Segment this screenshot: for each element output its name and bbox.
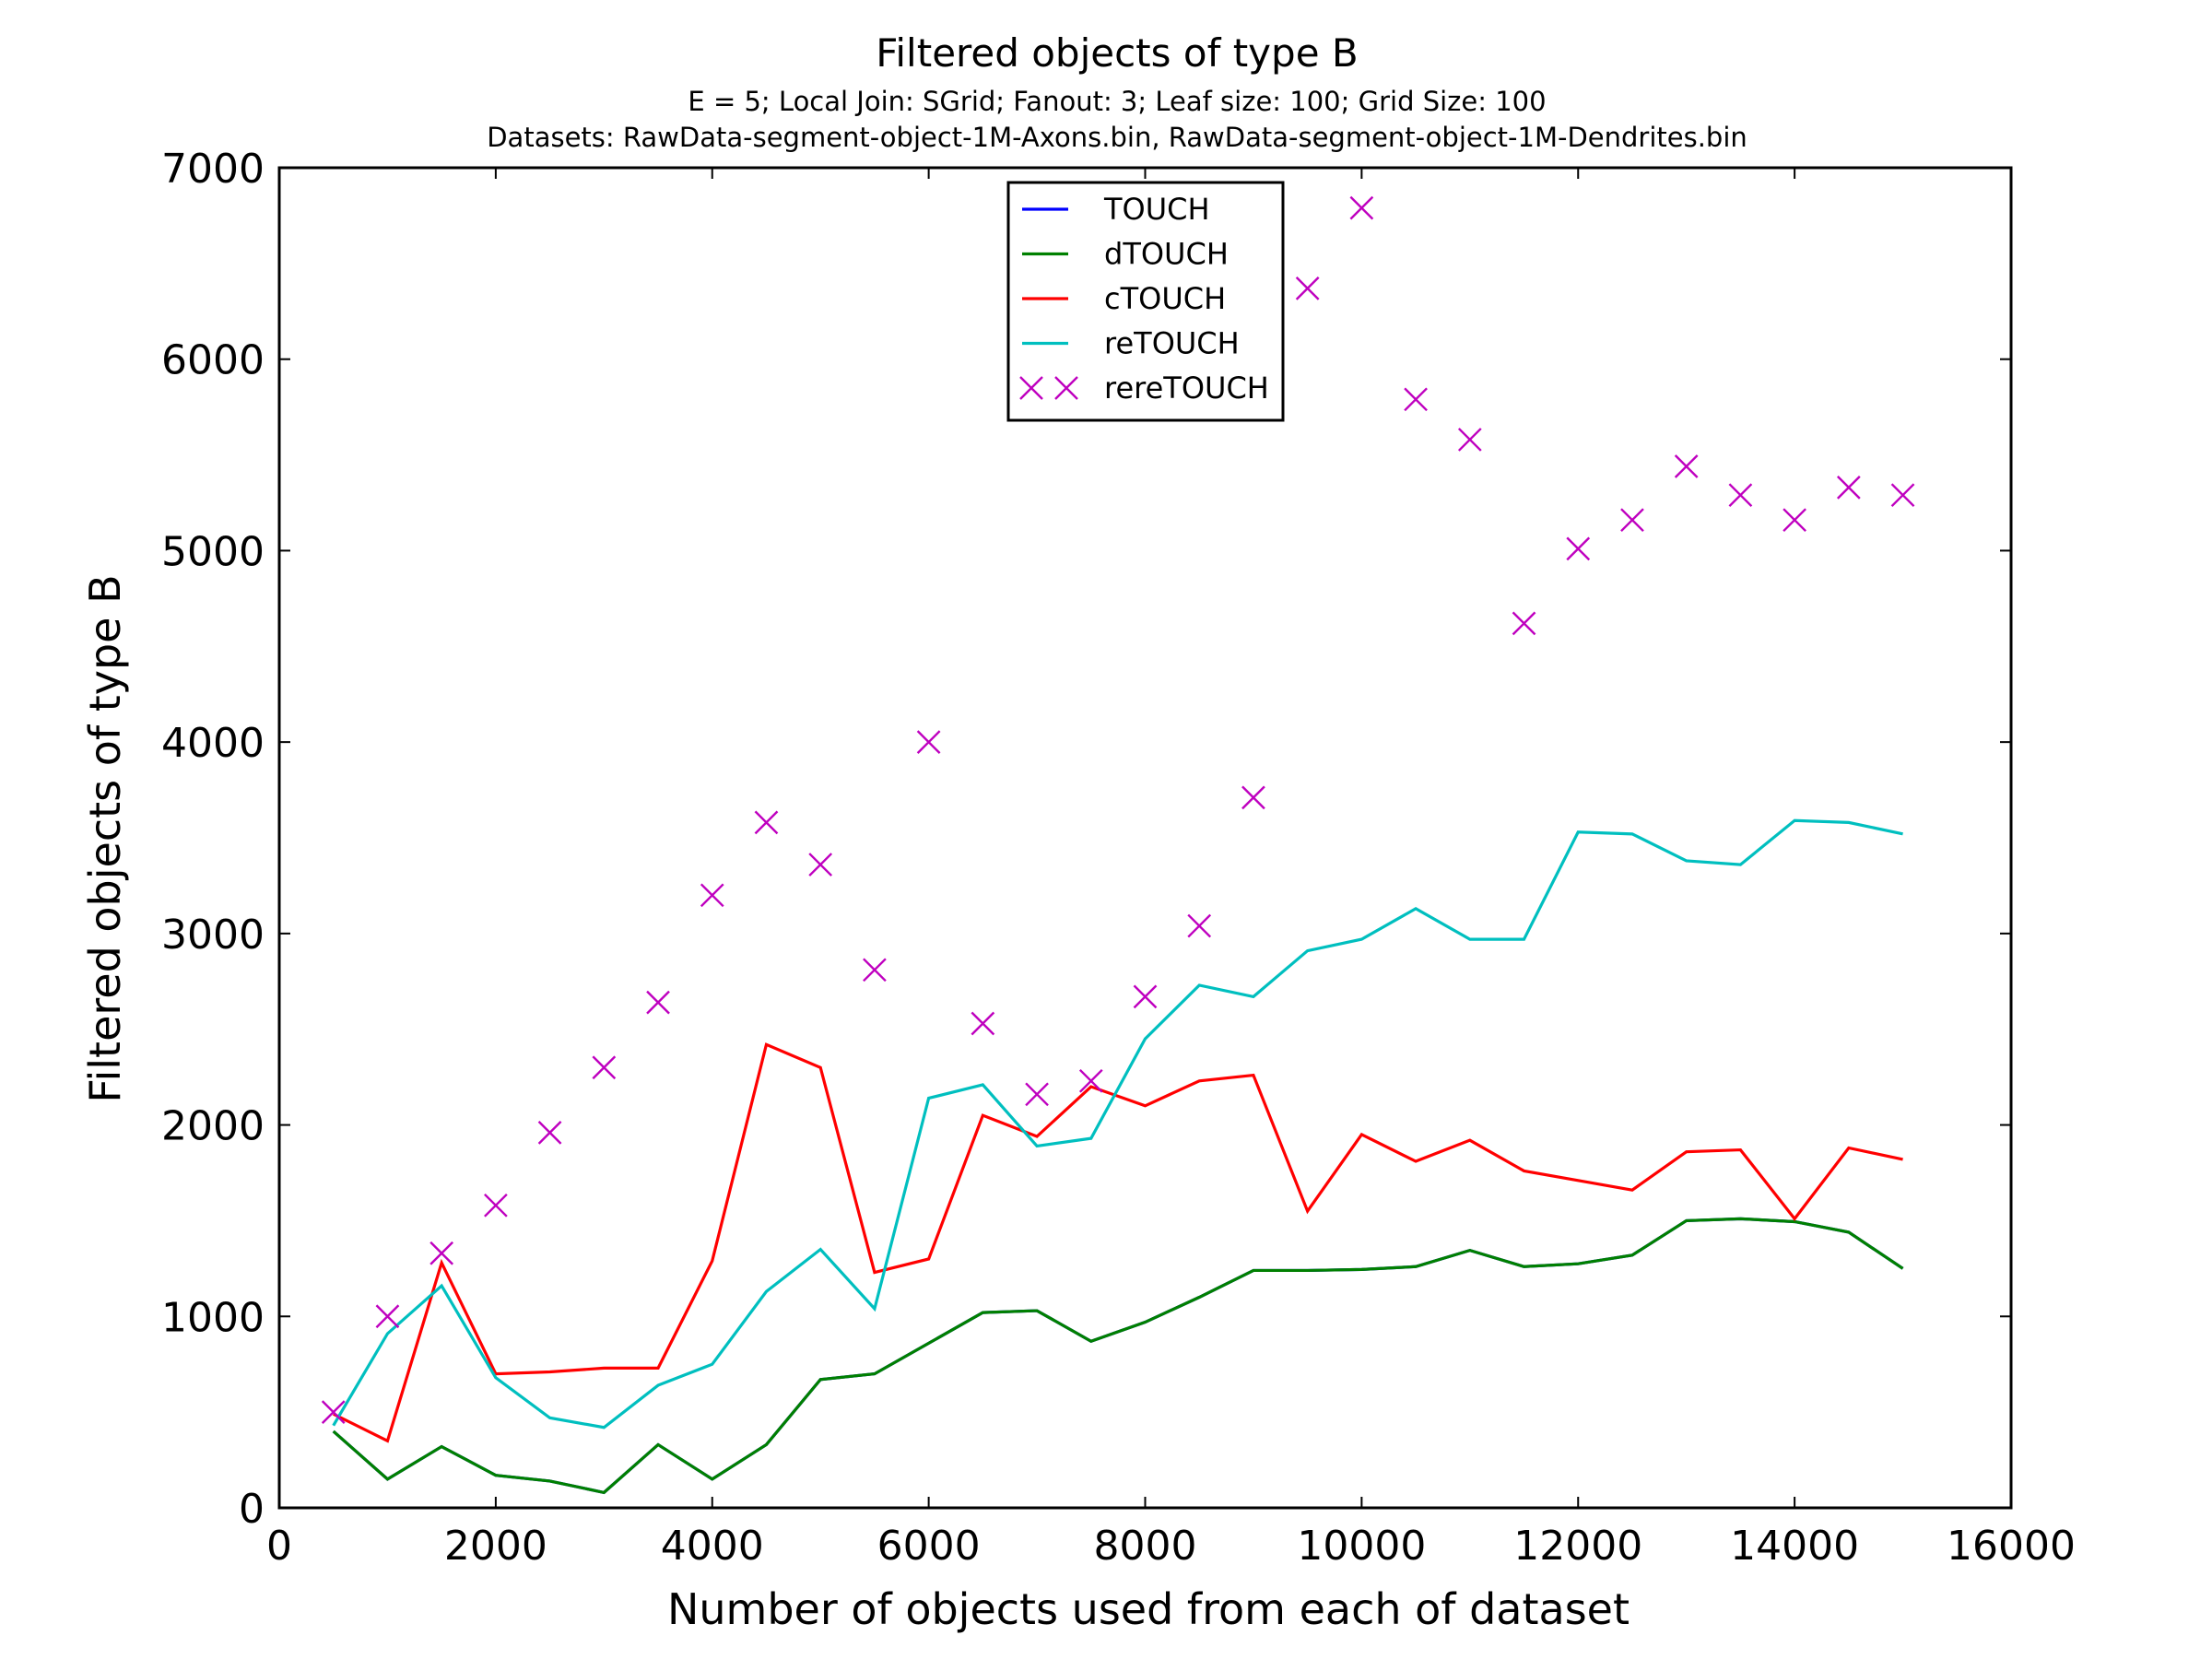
data-point-reretouch (863, 958, 887, 982)
data-point-reretouch (1133, 984, 1158, 1009)
data-point-reretouch (971, 1011, 995, 1036)
x-tick-label: 12000 (1513, 1523, 1642, 1570)
legend-marker-reretouch (1019, 376, 1043, 400)
data-point-reretouch (1241, 785, 1265, 810)
y-tick-label: 4000 (161, 720, 265, 767)
data-point-reretouch (1674, 454, 1699, 478)
x-tick-label: 8000 (1094, 1523, 1197, 1570)
x-tick-label: 0 (266, 1523, 292, 1570)
data-point-reretouch (1025, 1082, 1049, 1107)
data-point-reretouch (429, 1241, 454, 1265)
legend-label-retouch: reTOUCH (1104, 326, 1240, 361)
legend-label-dtouch: dTOUCH (1104, 237, 1229, 272)
data-point-reretouch (646, 990, 670, 1015)
data-point-reretouch (375, 1304, 400, 1329)
legend-label-touch: TOUCH (1103, 192, 1210, 227)
plot-area: 0 2000 4000 6000 8000 10000 12000 14000 16000 0 10… (161, 146, 2076, 1570)
legend: TOUCH dTOUCH cTOUCH reTOUCH rereTOUCH (1006, 181, 1285, 422)
y-tick-label: 6000 (161, 337, 265, 384)
data-point-reretouch (754, 810, 779, 835)
data-point-reretouch (808, 853, 833, 877)
data-point-reretouch (1566, 536, 1591, 561)
y-tick-label: 7000 (161, 146, 265, 193)
data-point-reretouch (1404, 387, 1428, 412)
y-tick-label: 1000 (161, 1294, 265, 1341)
x-tick-label: 16000 (1947, 1523, 2076, 1570)
x-tick-label: 6000 (877, 1523, 981, 1570)
x-tick-label: 2000 (444, 1523, 547, 1570)
data-point-reretouch (1187, 913, 1212, 938)
y-tick-label: 5000 (161, 528, 265, 575)
data-point-reretouch (1078, 1068, 1103, 1093)
data-point-reretouch (537, 1121, 562, 1145)
x-tick-label: 14000 (1730, 1523, 1859, 1570)
data-point-reretouch (1783, 508, 1806, 533)
series-line-ctouch (333, 1042, 1903, 1443)
data-point-reretouch (700, 883, 724, 908)
chart-subtitle-line-1: E = 5; Local Join: SGrid; Fanout: 3; Lea… (688, 86, 1546, 117)
data-point-reretouch (1295, 276, 1320, 300)
legend-box (1006, 181, 1285, 422)
plot-frame (277, 166, 2013, 1510)
data-point-reretouch (1836, 476, 1861, 500)
y-tick-label: 2000 (161, 1103, 265, 1150)
data-point-reretouch (592, 1055, 617, 1080)
x-tick-label: 10000 (1297, 1523, 1426, 1570)
y-tick-label: 3000 (161, 912, 265, 959)
chart-subtitle-line-2: Datasets: RawData-segment-object-1M-Axon… (487, 122, 1747, 153)
data-point-reretouch (1457, 428, 1482, 452)
y-axis-label: Filtered objects of type B (80, 574, 130, 1102)
data-point-reretouch (484, 1193, 508, 1218)
data-point-reretouch (1512, 611, 1536, 636)
data-point-reretouch (1728, 483, 1753, 508)
data-point-reretouch (321, 1400, 346, 1424)
legend-marker-reretouch (1054, 376, 1078, 400)
x-tick-label: 4000 (661, 1523, 764, 1570)
chart-title: Filtered objects of type B (876, 30, 1358, 76)
legend-label-reretouch: rereTOUCH (1104, 371, 1269, 406)
series-line-touch (332, 1217, 1904, 1495)
data-point-reretouch (1349, 195, 1374, 220)
data-point-reretouch (1620, 508, 1644, 533)
series-line-retouch (332, 818, 1903, 1430)
data-point-reretouch (1890, 483, 1915, 508)
series-line-dtouch (332, 1217, 1904, 1495)
y-tick-label: 0 (239, 1486, 265, 1533)
legend-label-ctouch: cTOUCH (1104, 281, 1226, 316)
data-point-reretouch (916, 730, 941, 754)
x-axis-label: Number of objects used from each of data… (667, 1584, 1630, 1634)
